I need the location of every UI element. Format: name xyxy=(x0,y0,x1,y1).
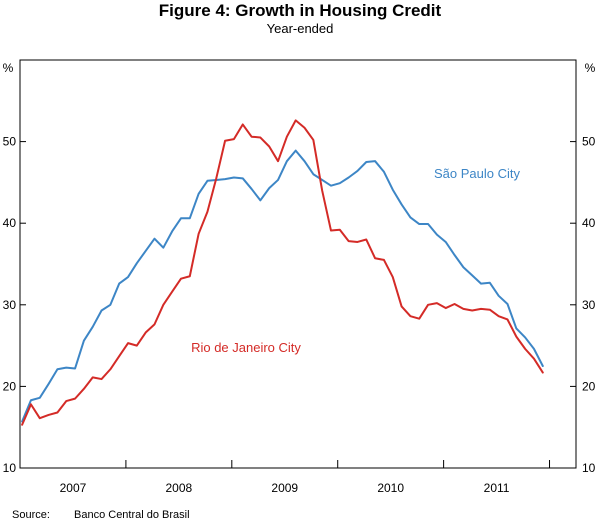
y-tick-label-left: 10 xyxy=(3,461,17,475)
series-line-rio-de-janeiro xyxy=(21,119,544,426)
series-line-sao-paulo xyxy=(21,149,544,423)
y-tick-label-right: 40 xyxy=(582,216,596,230)
x-tick-label: 2011 xyxy=(484,481,510,495)
y-tick-label-left: 50 xyxy=(3,135,17,149)
y-tick-label-right: 30 xyxy=(582,298,596,312)
y-tick-label-left: 30 xyxy=(3,298,17,312)
y-tick-label-right: 20 xyxy=(582,379,596,393)
source-text: Banco Central do Brasil xyxy=(74,509,190,521)
x-tick-label: 2010 xyxy=(377,481,404,495)
series-label-sao-paulo: São Paulo City xyxy=(434,166,520,181)
y-axis-label-right: % xyxy=(585,61,596,75)
y-axis-label-left: % xyxy=(3,61,14,75)
y-tick-label-right: 50 xyxy=(582,135,596,149)
x-tick-label: 2009 xyxy=(271,481,298,495)
chart-subtitle: Year-ended xyxy=(266,21,334,36)
series-label-rio-de-janeiro: Rio de Janeiro City xyxy=(191,340,301,355)
source-note: Source: Banco Central do Brasil xyxy=(12,509,190,521)
y-tick-label-right: 10 xyxy=(582,461,596,475)
chart-title: Figure 4: Growth in Housing Credit xyxy=(158,1,442,20)
y-tick-label-left: 20 xyxy=(3,379,17,393)
x-tick-label: 2007 xyxy=(60,481,87,495)
y-tick-label-left: 40 xyxy=(3,216,17,230)
x-tick-label: 2008 xyxy=(166,481,193,495)
source-label: Source: xyxy=(12,509,50,521)
plot-frame xyxy=(19,59,577,469)
